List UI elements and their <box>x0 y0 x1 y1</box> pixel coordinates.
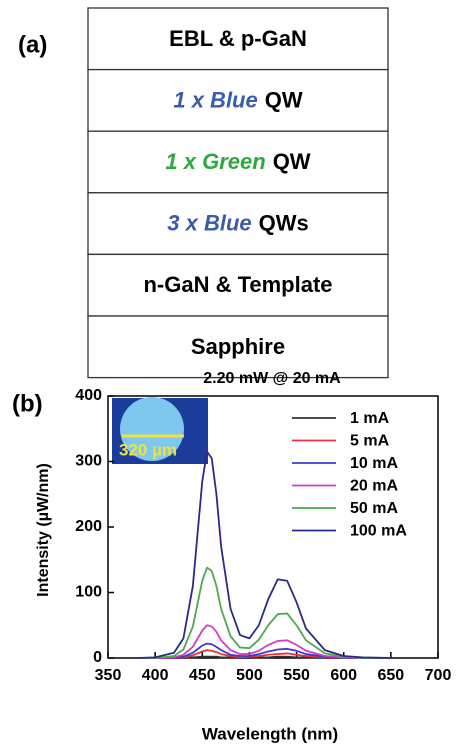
x-tick-label: 350 <box>95 667 122 684</box>
legend-label: 5 mA <box>350 433 390 450</box>
layer-stack: EBL & p-GaN 1 x Blue QW 1 x Green QW 3 x Blue… <box>88 8 388 378</box>
y-tick-label: 200 <box>75 518 102 535</box>
x-tick-label: 550 <box>283 667 310 684</box>
panel-label: (a) <box>18 31 47 58</box>
y-tick-label: 400 <box>75 387 102 404</box>
layer-label: 1 x Blue QW <box>173 87 302 112</box>
layer-text: QW <box>265 87 303 112</box>
page: {"panel_a": {"label": "(a)", "layers": [… <box>0 0 464 749</box>
layer-text: 3 x Blue <box>167 210 251 235</box>
y-axis-label: Intensity (µW/nm) <box>35 463 52 597</box>
layer-label: EBL & p-GaN <box>169 26 307 51</box>
x-tick-label: 600 <box>330 667 357 684</box>
x-tick-label: 450 <box>189 667 216 684</box>
y-tick-label: 300 <box>75 453 102 470</box>
figure: (a) EBL & p-GaN 1 x Blue QW 1 x Green QW 3 x … <box>0 0 464 749</box>
layer-text: EBL & p-GaN <box>169 26 307 51</box>
layer-text: 1 x Green <box>165 149 265 174</box>
legend-label: 20 mA <box>350 478 398 495</box>
layer-label: Sapphire <box>191 334 285 359</box>
y-tick-label: 0 <box>93 649 102 666</box>
layer-label: n-GaN & Template <box>143 272 332 297</box>
legend-label: 100 mA <box>350 523 407 540</box>
y-tick-label: 100 <box>75 584 102 601</box>
layer-text: QWs <box>259 210 309 235</box>
x-axis-label: Wavelength (nm) <box>202 724 338 743</box>
layer-label: 3 x Blue QWs <box>167 210 309 235</box>
legend-label: 50 mA <box>350 500 398 517</box>
layer-text: Sapphire <box>191 334 285 359</box>
x-tick-label: 500 <box>236 667 263 684</box>
x-tick-label: 650 <box>378 667 405 684</box>
chart-title: 2.20 mW @ 20 mA <box>203 370 341 387</box>
x-tick-label: 700 <box>425 667 452 684</box>
legend-label: 10 mA <box>350 455 398 472</box>
inset-label: 320 µm <box>119 440 177 459</box>
layer-text: n-GaN & Template <box>143 272 332 297</box>
layer-label: 1 x Green QW <box>165 149 310 174</box>
x-tick-label: 400 <box>142 667 169 684</box>
legend-label: 1 mA <box>350 410 390 427</box>
panel-label: (b) <box>12 390 43 417</box>
layer-text: 1 x Blue <box>173 87 257 112</box>
layer-text: QW <box>273 149 311 174</box>
